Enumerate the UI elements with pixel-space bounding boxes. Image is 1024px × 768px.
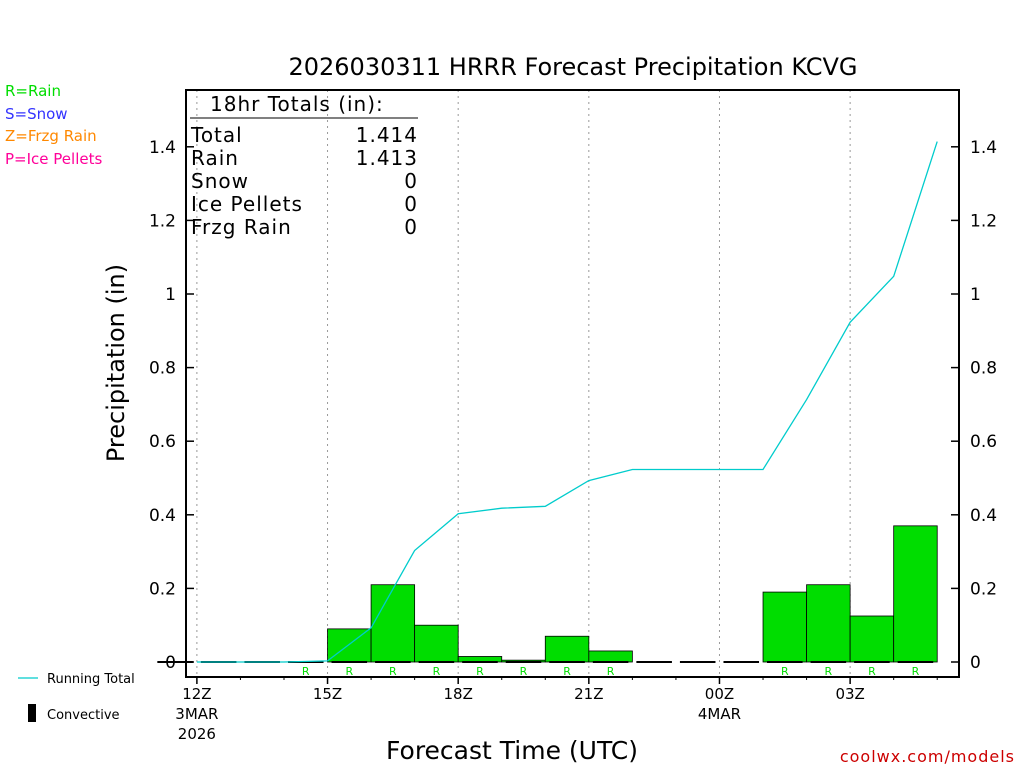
type-marker-16: R bbox=[345, 665, 353, 678]
bar-hour-17 bbox=[370, 584, 416, 663]
bar-hour-28 bbox=[849, 615, 895, 663]
totals-box: 18hr Totals (in): Total 1.414 Rain 1.413… bbox=[190, 92, 418, 239]
running-total-series bbox=[196, 141, 938, 663]
totals-row-snow-value: 0 bbox=[404, 169, 418, 193]
y-tick-label-right-1.2: 1.2 bbox=[970, 211, 997, 231]
totals-row-ice-value: 0 bbox=[404, 192, 418, 216]
chart-title: 2026030311 HRRR Forecast Precipitation K… bbox=[288, 53, 857, 81]
x-tick-sublabel-00Z: 4MAR bbox=[698, 705, 741, 723]
y-tick-label-left-0.8: 0.8 bbox=[149, 359, 176, 379]
plot-frame bbox=[185, 89, 960, 678]
y-tick-label-right-1.4: 1.4 bbox=[970, 138, 997, 158]
totals-row-total-value: 1.414 bbox=[356, 123, 418, 147]
totals-row-snow-label: Snow bbox=[191, 169, 249, 193]
y-tick-label-right-0.2: 0.2 bbox=[970, 579, 997, 599]
totals-row-frzg-value: 0 bbox=[404, 215, 418, 239]
precip-bars bbox=[157, 525, 938, 663]
convective-legend-label: Convective bbox=[47, 708, 120, 723]
type-marker-19: R bbox=[476, 665, 484, 678]
running-total-legend-label: Running Total bbox=[47, 672, 135, 687]
y-tick-label-right-0: 0 bbox=[970, 653, 981, 673]
type-marker-29: R bbox=[912, 665, 920, 678]
bar-hour-18 bbox=[414, 624, 459, 663]
totals-row-rain-label: Rain bbox=[191, 146, 239, 170]
grid-lines bbox=[196, 90, 851, 677]
x-tick-label-21Z: 21Z bbox=[574, 685, 603, 703]
totals-row-total-label: Total bbox=[190, 123, 243, 147]
y-tick-label-left-1.2: 1.2 bbox=[149, 211, 176, 231]
legend-rain: R=Rain bbox=[5, 82, 61, 100]
convective-legend-swatch bbox=[28, 704, 36, 722]
type-marker-28: R bbox=[868, 665, 876, 678]
y-tick-label-right-0.6: 0.6 bbox=[970, 432, 997, 452]
bar-hour-21 bbox=[544, 635, 590, 663]
x-tick-sublabel-12Z: 3MAR bbox=[175, 705, 218, 723]
y-tick-label-left-1: 1 bbox=[165, 285, 176, 305]
y-axis-label: Precipitation (in) bbox=[102, 264, 130, 462]
x-tick-label-00Z: 00Z bbox=[705, 685, 734, 703]
totals-heading: 18hr Totals (in): bbox=[210, 92, 384, 116]
type-marker-26: R bbox=[781, 665, 789, 678]
x-ticks: 12Z 3MAR 2026 15Z 18Z 21Z 00Z 4MAR 03Z bbox=[175, 677, 938, 743]
legend-snow: S=Snow bbox=[5, 105, 68, 123]
totals-row-frzg-label: Frzg Rain bbox=[191, 215, 292, 239]
bar-hour-26 bbox=[762, 591, 807, 663]
bar-hour-27 bbox=[806, 584, 851, 663]
y-ticks: 0 00.2 0.20.4 0.40.6 0.60.8 0.81 11.2 1.21.4 1.4 bbox=[149, 138, 997, 673]
totals-row-rain-value: 1.413 bbox=[356, 146, 418, 170]
bar-hour-29 bbox=[893, 525, 938, 663]
x-tick-year-12Z: 2026 bbox=[178, 725, 216, 743]
y-tick-label-left-0.4: 0.4 bbox=[149, 506, 176, 526]
x-tick-label-15Z: 15Z bbox=[313, 685, 342, 703]
y-tick-label-left-0: 0 bbox=[165, 653, 176, 673]
x-tick-label-12Z: 12Z bbox=[182, 685, 211, 703]
type-marker-15: R bbox=[302, 665, 310, 678]
type-marker-22: R bbox=[607, 665, 615, 678]
type-marker-21: R bbox=[563, 665, 571, 678]
x-axis-label: Forecast Time (UTC) bbox=[386, 736, 638, 765]
y-tick-label-right-1: 1 bbox=[970, 285, 981, 305]
legend-frzg-rain: Z=Frzg Rain bbox=[5, 127, 97, 145]
x-tick-label-03Z: 03Z bbox=[835, 685, 864, 703]
type-marker-17: R bbox=[389, 665, 397, 678]
y-tick-label-right-0.4: 0.4 bbox=[970, 506, 997, 526]
bar-hour-22 bbox=[588, 650, 633, 663]
type-marker-18: R bbox=[433, 665, 441, 678]
x-tick-label-18Z: 18Z bbox=[443, 685, 472, 703]
y-tick-label-right-0.8: 0.8 bbox=[970, 359, 997, 379]
credit-label: coolwx.com/models bbox=[840, 747, 1015, 766]
y-tick-label-left-0.6: 0.6 bbox=[149, 432, 176, 452]
running-total-line bbox=[196, 141, 938, 663]
bar-hour-16 bbox=[327, 628, 372, 663]
legend-ice-pellets: P=Ice Pellets bbox=[5, 150, 102, 168]
type-marker-27: R bbox=[825, 665, 833, 678]
y-tick-label-left-1.4: 1.4 bbox=[149, 138, 176, 158]
totals-row-ice-label: Ice Pellets bbox=[191, 192, 303, 216]
y-tick-label-left-0.2: 0.2 bbox=[149, 579, 176, 599]
type-marker-20: R bbox=[520, 665, 528, 678]
